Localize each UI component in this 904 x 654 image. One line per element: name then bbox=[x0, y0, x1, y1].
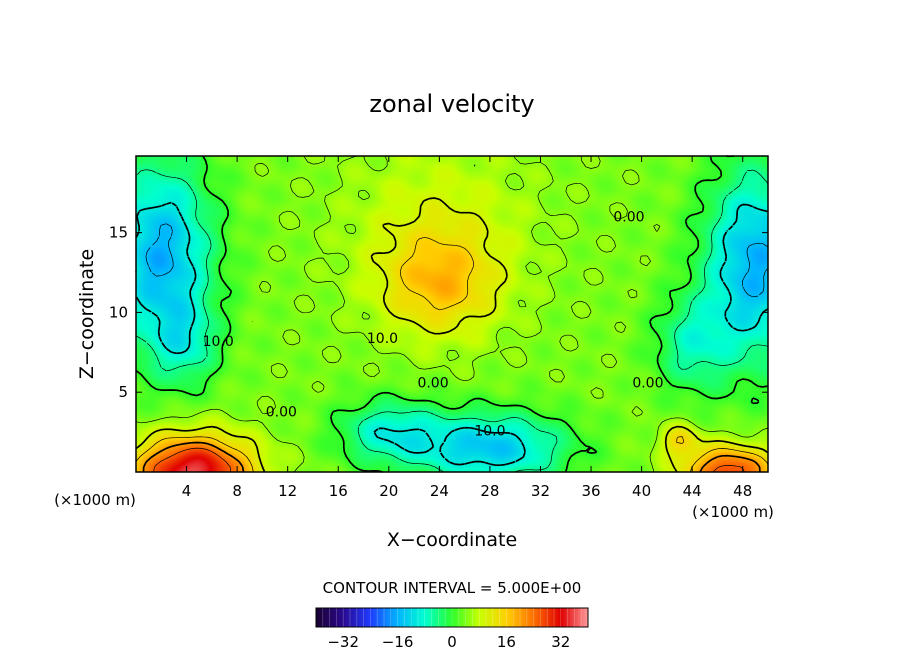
colorbar-frame bbox=[315, 607, 589, 628]
contour-interval-note: CONTOUR INTERVAL = 5.000E+00 bbox=[323, 579, 582, 597]
x-unit-left: (×1000 m) bbox=[54, 491, 136, 509]
contour-line bbox=[153, 447, 745, 473]
colorbar-tick-label: −32 bbox=[327, 633, 359, 651]
x-tick-label: 28 bbox=[480, 482, 499, 500]
x-tick-label: 32 bbox=[531, 482, 550, 500]
x-axis-ticks: 4 8 12 16 20 24 28 32 36 40 44 48 bbox=[182, 156, 752, 500]
contour-label: 0.00 bbox=[613, 210, 644, 226]
contour-labels: 10.0 10.0 0.00 0.00 0.00 0.00 10.0 bbox=[203, 210, 664, 440]
x-tick-label: 20 bbox=[379, 482, 398, 500]
contour-label: 0.00 bbox=[266, 404, 297, 420]
y-axis-ticks: 5 10 15 bbox=[109, 224, 768, 401]
colorbar-tick-label: 16 bbox=[497, 633, 516, 651]
y-tick-label: 10 bbox=[109, 303, 128, 321]
contour-label: 10.0 bbox=[367, 331, 398, 347]
velocity-field bbox=[136, 156, 768, 472]
x-tick-label: 4 bbox=[182, 482, 192, 500]
contour-line bbox=[135, 201, 769, 467]
contour-label: 10.0 bbox=[203, 334, 234, 350]
x-axis-label: X−coordinate bbox=[387, 529, 517, 551]
contour-line bbox=[135, 197, 769, 473]
x-tick-label: 44 bbox=[683, 482, 702, 500]
x-tick-label: 24 bbox=[430, 482, 449, 500]
x-tick-label: 40 bbox=[632, 482, 651, 500]
colorbar-tick-label: 32 bbox=[551, 633, 570, 651]
x-tick-label: 36 bbox=[581, 482, 600, 500]
colorbar-gradient bbox=[316, 608, 588, 627]
contour-line bbox=[136, 155, 769, 473]
x-tick-label: 8 bbox=[232, 482, 242, 500]
contour-line bbox=[142, 441, 761, 473]
contour-line bbox=[135, 236, 769, 473]
contour-label: 10.0 bbox=[474, 424, 505, 440]
y-axis-label: Z−coordinate bbox=[76, 249, 98, 379]
y-tick-label: 15 bbox=[109, 224, 128, 242]
contour-lines bbox=[135, 155, 769, 473]
x-tick-label: 48 bbox=[733, 482, 752, 500]
plot-frame bbox=[135, 155, 769, 473]
x-tick-label: 16 bbox=[329, 482, 348, 500]
contour-line bbox=[135, 155, 769, 473]
colorbar-stripes bbox=[322, 608, 582, 627]
x-unit-right: (×1000 m) bbox=[692, 503, 774, 521]
y-tick-label: 5 bbox=[118, 383, 128, 401]
contour-line bbox=[145, 223, 769, 298]
plot-area: 10.0 10.0 0.00 0.00 0.00 0.00 10.0 bbox=[135, 155, 769, 473]
contour-line bbox=[135, 169, 769, 473]
chart-title: zonal velocity bbox=[369, 90, 534, 118]
colorbar-tick-label: −16 bbox=[382, 633, 414, 651]
colorbar-ticks: −32 −16 0 16 32 bbox=[327, 633, 570, 651]
colorbar-tick-label: 0 bbox=[447, 633, 457, 651]
colorbar: −32 −16 0 16 32 bbox=[315, 607, 589, 651]
x-tick-label: 12 bbox=[278, 482, 297, 500]
contour-label: 0.00 bbox=[632, 376, 663, 392]
contour-label: 0.00 bbox=[417, 376, 448, 392]
